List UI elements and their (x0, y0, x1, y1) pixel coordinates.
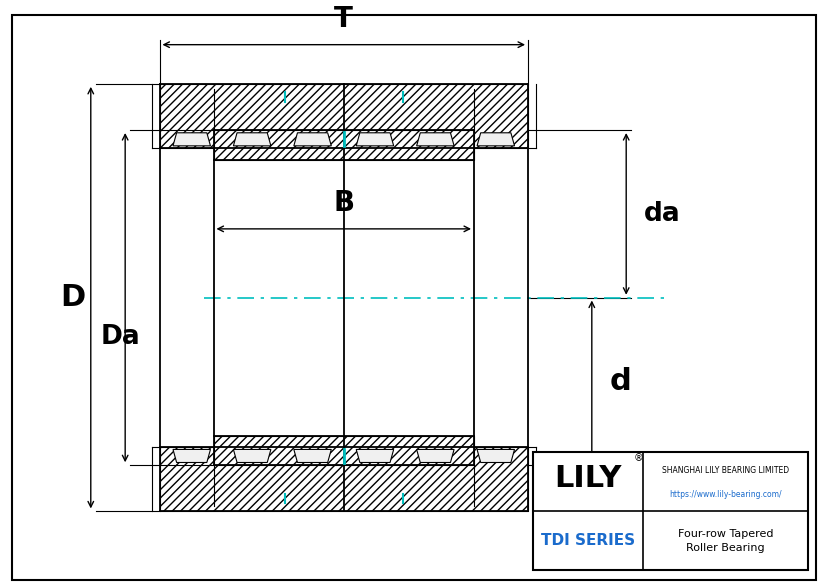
Text: B: B (332, 189, 354, 217)
Polygon shape (416, 133, 453, 146)
Text: SHANGHAI LILY BEARING LIMITED: SHANGHAI LILY BEARING LIMITED (661, 466, 788, 474)
Text: Four-row Tapered
Roller Bearing: Four-row Tapered Roller Bearing (676, 529, 772, 553)
Polygon shape (476, 133, 514, 146)
Polygon shape (173, 449, 210, 463)
Polygon shape (356, 449, 393, 463)
Bar (213, 436, 473, 465)
Text: d: d (609, 367, 630, 396)
Polygon shape (416, 449, 453, 463)
Polygon shape (476, 449, 514, 463)
Text: TDI SERIES: TDI SERIES (540, 534, 634, 548)
Bar (213, 130, 473, 160)
Text: https://www.lily-bearing.com/: https://www.lily-bearing.com/ (668, 490, 781, 500)
Polygon shape (233, 133, 270, 146)
Text: da: da (643, 201, 680, 227)
Text: Da: Da (100, 324, 140, 350)
Polygon shape (294, 449, 331, 463)
Text: LILY: LILY (553, 464, 621, 493)
Text: ®: ® (633, 453, 643, 463)
Text: D: D (60, 283, 86, 312)
Text: T: T (334, 5, 353, 33)
Bar (160, 84, 528, 148)
Polygon shape (173, 133, 210, 146)
Bar (160, 448, 528, 511)
Polygon shape (294, 133, 331, 146)
Polygon shape (356, 133, 393, 146)
Polygon shape (233, 449, 270, 463)
Bar (533, 452, 807, 570)
